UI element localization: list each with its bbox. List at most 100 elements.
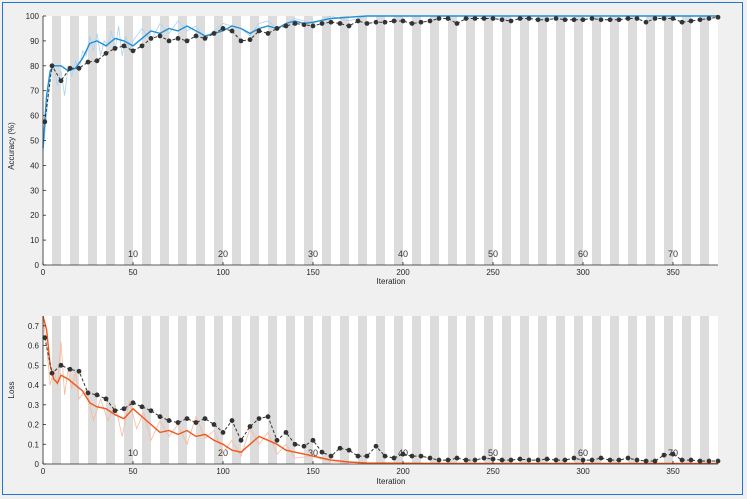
acc-validation-point-13 [157,33,163,39]
acc-validation-point-59 [571,17,577,23]
loss-validation-point-12 [148,408,154,414]
loss-validation-point-21 [229,418,235,423]
acc-epoch-band-7 [178,16,187,265]
acc-epoch-band-27 [538,16,547,265]
loss-epoch-band-3 [106,316,115,464]
acc-validation-line [44,16,719,122]
acc-epoch-band-30 [592,16,601,265]
loss-x-tick-label-1: 50 [129,467,138,476]
loss-epoch-label-5: 60 [578,448,588,458]
loss-validation-point-45 [445,457,451,463]
loss-x-tick-label-2: 100 [216,467,230,476]
loss-validation-point-60 [580,457,586,463]
acc-epoch-band-15 [322,16,331,265]
acc-epoch-band-4 [124,16,133,265]
acc-x-tick-label-6: 300 [576,268,590,277]
loss-validation-point-61 [589,457,595,463]
loss-validation-point-38 [382,453,388,459]
acc-validation-point-24 [256,28,262,34]
loss-epoch-band-7 [178,316,187,464]
acc-epoch-band-8 [196,16,205,265]
loss-epoch-bands [43,316,718,464]
acc-epoch-band-36 [700,16,709,265]
loss-validation-point-69 [661,452,667,458]
acc-validation-point-47 [463,16,469,21]
loss-x-tick-label-0: 0 [41,467,46,476]
loss-epoch-band-10 [232,316,241,464]
acc-validation-point-46 [454,21,460,26]
acc-validation-point-12 [148,36,154,41]
loss-epoch-band-15 [322,316,331,464]
acc-validation-point-61 [589,16,595,21]
loss-validation-point-16 [184,416,190,422]
loss-validation-point-23 [247,424,253,429]
acc-epoch-label-0: 10 [128,249,138,259]
acc-validation-point-63 [607,17,613,23]
acc-epoch-band-34 [664,16,673,265]
acc-validation-point-57 [553,16,559,21]
acc-epoch-band-10 [232,16,241,265]
acc-epoch-band-19 [394,16,403,265]
acc-validation-point-21 [229,28,235,34]
acc-x-tick-label-0: 0 [41,268,46,277]
loss-validation-point-70 [670,451,676,457]
loss-x-tick-label-5: 250 [486,467,500,476]
loss-epoch-label-1: 20 [218,448,228,458]
acc-validation-point-7 [103,50,109,56]
loss-epoch-band-13 [286,316,295,464]
loss-validation-point-66 [634,457,640,463]
acc-validation-point-75 [715,14,721,20]
loss-validation-point-48 [472,457,478,463]
loss-epoch-band-35 [682,316,691,464]
acc-validation-point-15 [175,36,181,41]
loss-validation-point-18 [202,416,208,422]
acc-validation-point-40 [400,18,406,24]
acc-validation-point-25 [265,31,271,36]
loss-epoch-band-16 [340,316,349,464]
acc-y-tick-label-4: 40 [30,161,39,170]
acc-epoch-band-35 [682,16,691,265]
loss-validation-point-36 [364,453,370,459]
acc-epoch-band-23 [466,16,475,265]
acc-validation-point-71 [679,19,685,25]
acc-validation-point-53 [517,16,523,21]
acc-validation-point-28 [292,21,298,26]
loss-validation-point-40 [400,451,406,457]
loss-epoch-band-20 [412,316,421,464]
acc-y-tick-label-5: 50 [30,137,39,146]
acc-x-tick-label-4: 200 [396,268,410,277]
loss-validation-point-58 [562,457,568,463]
acc-validation-point-58 [562,17,568,23]
acc-validation-point-68 [652,16,658,21]
loss-validation-point-2 [58,362,64,368]
acc-validation-point-72 [688,18,694,24]
loss-validation-point-1 [49,370,55,376]
acc-validation-point-30 [310,23,316,29]
acc-epoch-band-11 [250,16,259,265]
acc-validation-point-41 [409,21,415,26]
acc-validation-point-50 [490,16,496,21]
acc-validation-point-45 [445,16,451,21]
loss-epoch-band-29 [574,316,583,464]
loss-validation-point-62 [598,455,604,461]
loss-validation-point-52 [508,457,514,463]
loss-validation-point-49 [481,455,487,461]
acc-y-tick-label-0: 0 [35,261,40,270]
loss-validation-point-28 [292,441,298,447]
acc-validation-point-70 [670,16,676,21]
loss-validation-point-4 [76,368,82,374]
loss-validation-point-44 [436,457,442,463]
loss-validation-point-32 [328,453,334,459]
loss-validation-point-64 [616,457,622,463]
loss-validation-point-10 [130,400,136,406]
acc-y-tick-label-7: 70 [30,87,39,96]
acc-y-tick-label-3: 30 [30,186,39,195]
acc-validation-point-18 [202,36,208,41]
acc-validation-point-6 [94,58,100,64]
acc-validation-point-51 [499,17,505,23]
acc-y-tick-label-8: 80 [30,62,39,71]
acc-validation-point-4 [76,65,82,71]
loss-x-tick-label-3: 150 [306,467,320,476]
acc-validation-point-22 [238,38,244,44]
acc-validation-point-44 [436,16,442,21]
